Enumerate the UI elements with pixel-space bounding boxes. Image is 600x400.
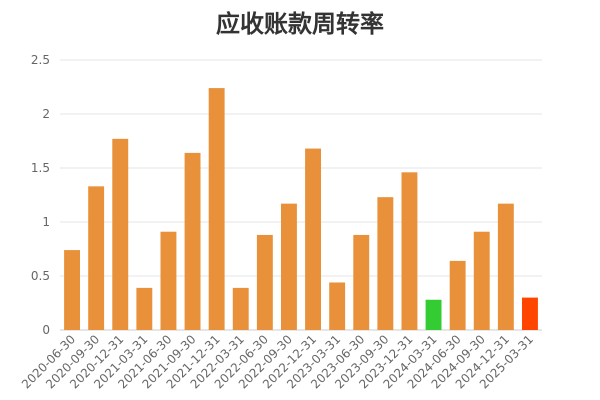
bar-2021-09-30 xyxy=(184,152,201,330)
bar-2025-03-31 xyxy=(521,297,538,330)
bar-2023-09-30 xyxy=(377,197,394,330)
bar-2024-12-31 xyxy=(497,203,514,330)
bar-2023-12-31 xyxy=(401,172,418,330)
y-tick-label: 0 xyxy=(42,323,50,337)
bar-2023-06-30 xyxy=(353,234,370,330)
bar-2022-06-30 xyxy=(256,234,273,330)
bar-2021-03-31 xyxy=(136,287,153,330)
y-tick-label: 1 xyxy=(42,215,50,229)
bar-2023-03-31 xyxy=(329,282,346,330)
bar-2020-09-30 xyxy=(88,186,105,330)
bar-2021-12-31 xyxy=(208,88,225,330)
bar-2022-09-30 xyxy=(280,203,297,330)
y-tick-label: 2.5 xyxy=(31,53,50,67)
bar-2021-06-30 xyxy=(160,231,177,330)
y-tick-label: 0.5 xyxy=(31,269,50,283)
bar-2022-12-31 xyxy=(305,148,322,330)
y-tick-label: 1.5 xyxy=(31,161,50,175)
y-tick-label: 2 xyxy=(42,107,50,121)
bar-2024-09-30 xyxy=(473,231,490,330)
bar-2022-03-31 xyxy=(232,287,249,330)
bar-2024-03-31 xyxy=(425,299,442,330)
bar-2020-06-30 xyxy=(64,250,81,330)
bar-2020-12-31 xyxy=(112,138,129,330)
chart-title: 应收账款周转率 xyxy=(216,10,384,38)
bar-2024-06-30 xyxy=(449,260,466,330)
